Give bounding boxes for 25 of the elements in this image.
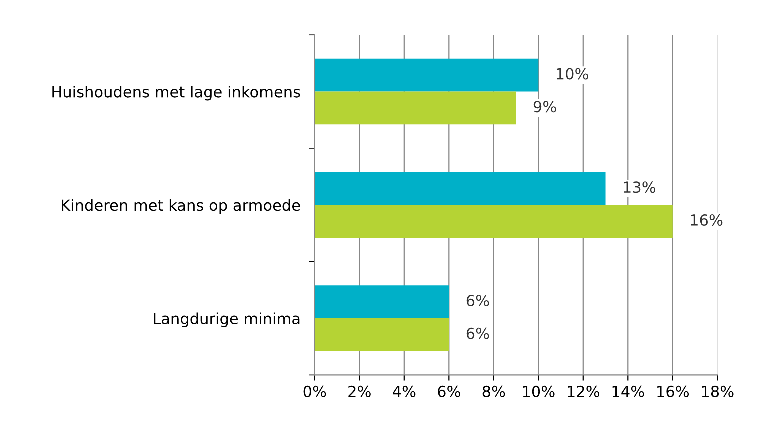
x-tick-label: 8% <box>482 386 506 398</box>
x-tick-label: 14% <box>612 386 644 398</box>
data-label: 10% <box>556 68 588 80</box>
data-label: 6% <box>466 328 490 340</box>
bar <box>314 58 539 92</box>
x-tick-label: 0% <box>304 386 326 398</box>
bar <box>314 172 606 206</box>
x-tick-label: 4% <box>393 386 416 398</box>
data-label: 13% <box>624 182 656 194</box>
data-label: 6% <box>466 294 490 307</box>
x-tick-label: 6% <box>438 386 460 398</box>
bar <box>314 286 450 319</box>
y-tick-label: Huishoudens met lage inkomens <box>52 86 300 101</box>
data-label: 9% <box>534 101 556 113</box>
bar <box>314 92 516 125</box>
x-tick-label: 16% <box>658 386 690 398</box>
y-tick-label: Langdurige minima <box>154 312 300 328</box>
data-label: 16% <box>691 214 723 226</box>
bar <box>314 318 450 352</box>
x-tick-label: 18% <box>702 386 734 398</box>
x-tick-label: 10% <box>523 386 555 398</box>
y-tick-label: Kinderen met kans op armoede <box>62 199 300 214</box>
bar <box>314 205 673 238</box>
x-tick-label: 12% <box>568 386 600 398</box>
x-tick-label: 2% <box>348 386 371 398</box>
